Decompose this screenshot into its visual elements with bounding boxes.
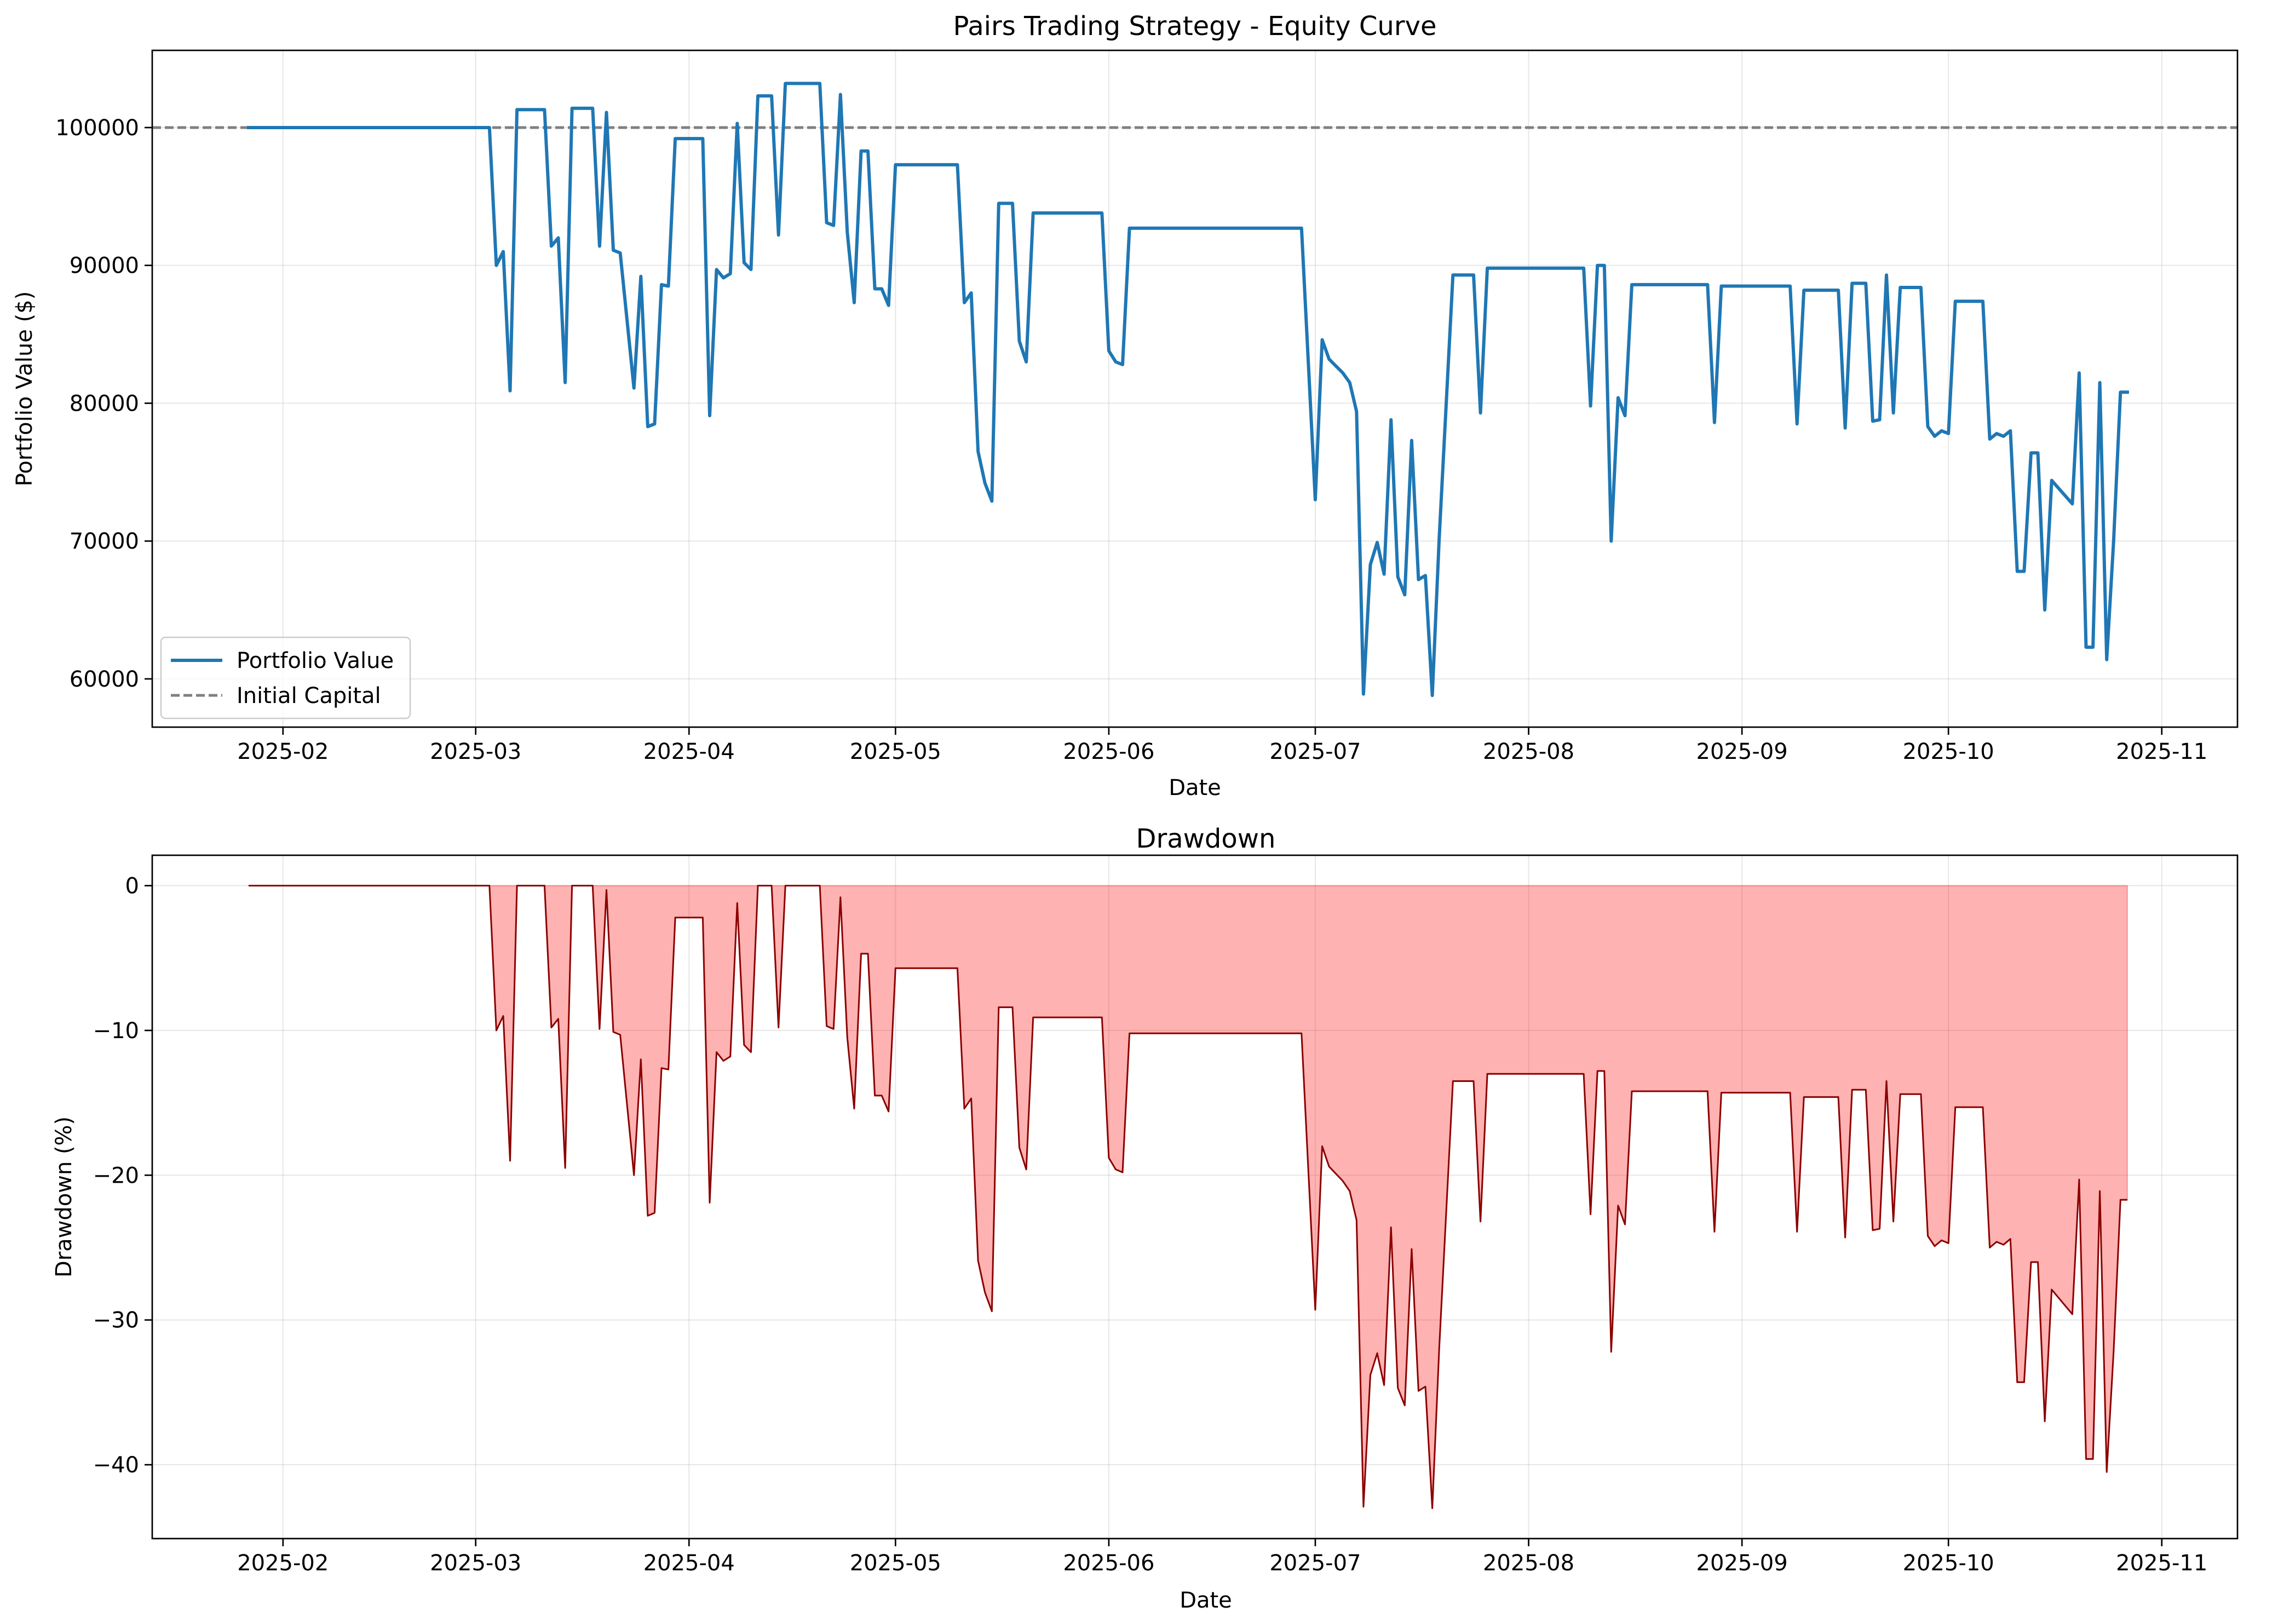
drawdown-x-tick-label: 2025-04 [643, 1551, 735, 1576]
drawdown-x-tick-label: 2025-03 [430, 1551, 521, 1576]
drawdown-y-ticks: 0 −10 −20 −30 −40 [93, 874, 152, 1478]
drawdown-panel: 2025-02 2025-03 2025-04 2025-05 2025-06 2025-… [51, 823, 2239, 1613]
equity-x-tick-label: 2025-03 [430, 739, 521, 764]
drawdown-x-tick-label: 2025-10 [1903, 1551, 1994, 1576]
equity-y-tick-label: 90000 [70, 254, 139, 279]
legend-box [160, 636, 411, 719]
equity-series [246, 82, 2129, 698]
drawdown-y-tick-label: −30 [93, 1308, 139, 1333]
equity-legend: Portfolio Value Initial Capital [160, 636, 411, 719]
equity-y-tick-label: 100000 [55, 116, 139, 141]
drawdown-x-ticks: 2025-02 2025-03 2025-04 2025-05 2025-06 2025-… [237, 1539, 2207, 1576]
equity-x-tick-label: 2025-04 [643, 739, 735, 764]
equity-plot-frame [151, 49, 2239, 728]
drawdown-x-axis-label: Date [1180, 1588, 1232, 1613]
drawdown-y-tick-label: −20 [93, 1163, 139, 1188]
equity-x-tick-label: 2025-06 [1063, 739, 1154, 764]
drawdown-y-tick-label: −10 [93, 1018, 139, 1044]
equity-x-tick-label: 2025-05 [850, 739, 941, 764]
equity-y-axis-label: Portfolio Value ($) [12, 291, 37, 486]
drawdown-gridlines [152, 855, 2237, 1539]
drawdown-chart-title: Drawdown [1136, 823, 1276, 854]
drawdown-y-axis-label: Drawdown (%) [51, 1116, 77, 1277]
equity-y-ticks: 60000 70000 80000 90000 100000 [55, 116, 152, 692]
drawdown-x-tick-label: 2025-06 [1063, 1551, 1154, 1576]
drawdown-line [248, 885, 2127, 1509]
drawdown-x-tick-label: 2025-07 [1269, 1551, 1361, 1576]
equity-x-tick-label: 2025-07 [1269, 739, 1361, 764]
equity-x-tick-label: 2025-08 [1483, 739, 1574, 764]
legend-label-initial-capital: Initial Capital [237, 683, 381, 709]
equity-curve-panel: 2025-02 2025-03 2025-04 2025-05 2025-06 2025-… [12, 11, 2239, 801]
drawdown-x-tick-label: 2025-09 [1696, 1551, 1788, 1576]
equity-y-tick-label: 70000 [70, 529, 139, 554]
drawdown-plot-frame [151, 854, 2239, 1540]
equity-x-tick-label: 2025-02 [237, 739, 329, 764]
legend-label-portfolio-value: Portfolio Value [237, 648, 394, 673]
equity-y-tick-label: 60000 [70, 667, 139, 692]
equity-chart-title: Pairs Trading Strategy - Equity Curve [953, 11, 1436, 42]
drawdown-y-tick-label: 0 [125, 874, 139, 899]
portfolio-value-line [246, 82, 2129, 698]
drawdown-x-tick-label: 2025-05 [850, 1551, 941, 1576]
drawdown-x-tick-label: 2025-02 [237, 1551, 329, 1576]
equity-x-axis-label: Date [1169, 775, 1221, 801]
equity-gridlines [152, 50, 2237, 727]
drawdown-x-tick-label: 2025-11 [2116, 1551, 2207, 1576]
equity-x-tick-label: 2025-10 [1903, 739, 1994, 764]
equity-y-tick-label: 80000 [70, 391, 139, 416]
drawdown-y-tick-label: −40 [93, 1453, 139, 1478]
drawdown-series [248, 885, 2128, 1509]
equity-x-tick-label: 2025-11 [2116, 739, 2207, 764]
equity-x-ticks: 2025-02 2025-03 2025-04 2025-05 2025-06 2025-… [237, 727, 2207, 764]
equity-x-tick-label: 2025-09 [1696, 739, 1788, 764]
drawdown-x-tick-label: 2025-08 [1483, 1551, 1574, 1576]
